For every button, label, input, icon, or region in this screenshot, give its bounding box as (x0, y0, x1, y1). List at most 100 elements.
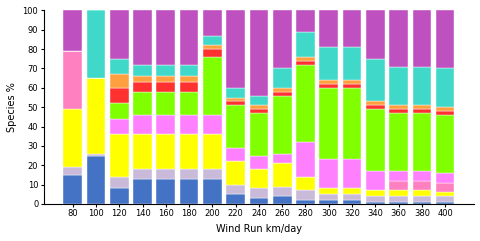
Bar (180, 82, 198, 92)
Bar (226, 101, 244, 105)
Bar (249, 198, 268, 204)
Bar (365, 190, 384, 196)
Bar (296, 177, 314, 190)
Bar (63, 51, 82, 109)
Bar (319, 80, 337, 84)
Bar (203, 49, 221, 57)
Bar (412, 196, 431, 202)
Bar (272, 154, 291, 163)
Bar (319, 47, 337, 80)
Bar (110, 88, 128, 103)
Bar (342, 47, 360, 80)
Bar (63, 175, 82, 204)
Bar (412, 105, 431, 109)
Bar (388, 67, 407, 105)
Bar (412, 202, 431, 204)
Bar (365, 59, 384, 101)
Bar (388, 171, 407, 181)
Bar (226, 148, 244, 161)
Bar (435, 115, 454, 173)
Bar (226, 98, 244, 101)
Bar (180, 65, 198, 76)
Bar (272, 92, 291, 96)
Bar (272, 68, 291, 88)
Bar (388, 190, 407, 196)
Bar (388, 113, 407, 171)
Bar (226, 105, 244, 148)
Bar (86, 10, 105, 78)
Bar (63, 10, 82, 51)
Bar (110, 177, 128, 188)
Bar (226, 185, 244, 194)
Bar (365, 105, 384, 109)
Bar (272, 187, 291, 196)
Bar (388, 196, 407, 202)
Bar (319, 194, 337, 200)
Bar (249, 169, 268, 188)
Bar (110, 134, 128, 177)
Bar (272, 196, 291, 204)
Bar (365, 202, 384, 204)
Bar (272, 96, 291, 154)
Bar (412, 190, 431, 196)
Bar (435, 10, 454, 68)
Bar (365, 101, 384, 105)
Bar (180, 10, 198, 65)
Bar (133, 92, 152, 115)
Bar (342, 10, 360, 47)
Bar (180, 76, 198, 82)
Bar (388, 105, 407, 109)
Bar (412, 67, 431, 105)
Bar (365, 171, 384, 190)
Bar (133, 134, 152, 169)
Y-axis label: Species %: Species % (7, 82, 17, 132)
Bar (435, 111, 454, 115)
Bar (110, 188, 128, 204)
Bar (319, 84, 337, 88)
X-axis label: Wind Run km/day: Wind Run km/day (216, 224, 301, 234)
Bar (86, 156, 105, 204)
Bar (365, 196, 384, 202)
Bar (435, 202, 454, 204)
Bar (412, 109, 431, 113)
Bar (435, 173, 454, 183)
Bar (412, 113, 431, 171)
Bar (272, 88, 291, 92)
Bar (203, 115, 221, 134)
Bar (319, 188, 337, 194)
Bar (412, 181, 431, 190)
Bar (296, 65, 314, 142)
Bar (156, 10, 175, 65)
Bar (388, 109, 407, 113)
Bar (342, 80, 360, 84)
Bar (342, 160, 360, 188)
Bar (435, 183, 454, 192)
Bar (180, 169, 198, 179)
Bar (110, 59, 128, 74)
Bar (412, 10, 431, 67)
Bar (412, 171, 431, 181)
Bar (110, 10, 128, 59)
Bar (133, 65, 152, 76)
Bar (249, 96, 268, 105)
Bar (203, 179, 221, 204)
Bar (365, 109, 384, 171)
Bar (435, 192, 454, 196)
Bar (156, 82, 175, 92)
Bar (203, 169, 221, 179)
Bar (180, 134, 198, 169)
Bar (63, 109, 82, 167)
Bar (388, 202, 407, 204)
Bar (249, 109, 268, 113)
Bar (133, 10, 152, 65)
Bar (133, 82, 152, 92)
Bar (86, 78, 105, 154)
Bar (296, 61, 314, 65)
Bar (156, 134, 175, 169)
Bar (296, 32, 314, 57)
Bar (133, 76, 152, 82)
Bar (296, 10, 314, 32)
Bar (342, 188, 360, 194)
Bar (296, 57, 314, 61)
Bar (203, 10, 221, 36)
